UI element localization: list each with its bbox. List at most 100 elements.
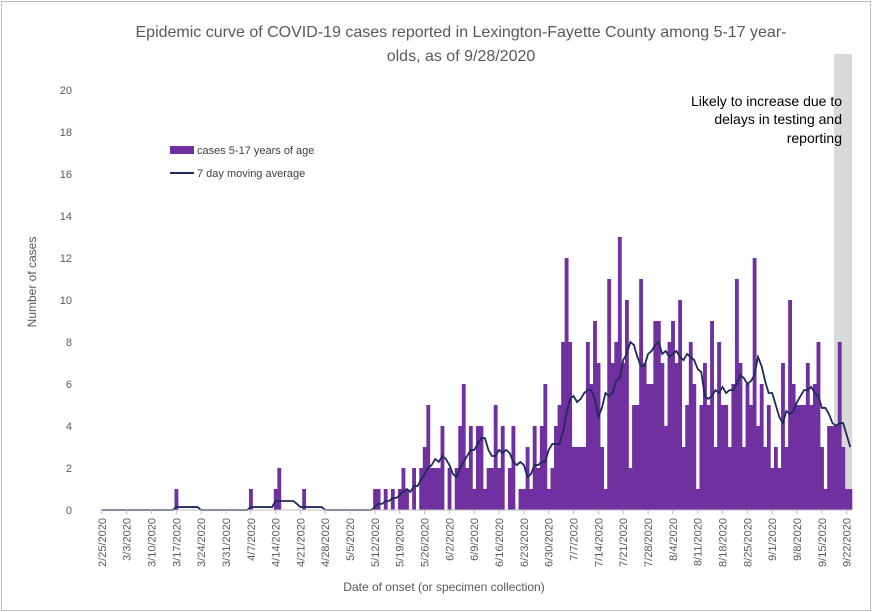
y-axis-ticks: 0 2 4 6 8 10 12 14 16 18 20 [60,85,72,517]
case-bar [561,342,565,510]
y-tick-label: 4 [66,421,72,433]
case-bar [823,489,828,510]
case-bar [405,489,409,510]
case-bar [781,363,785,510]
case-bar [575,447,580,510]
x-axis-label: Date of onset (or specimen collection) [343,580,544,594]
case-bar [600,447,604,510]
case-bar [699,405,704,510]
case-bar [273,489,278,510]
case-bar [720,405,725,510]
case-bar [412,468,416,510]
case-bar [436,468,441,510]
case-bar [742,447,746,510]
case-bar [802,405,807,510]
case-bar [649,384,654,510]
y-tick-label: 2 [66,463,72,475]
case-bar [433,468,438,510]
case-bar [752,258,757,510]
case-bar [490,468,495,510]
case-bar [472,489,477,510]
y-tick-label: 0 [66,505,72,517]
case-bar [493,405,498,510]
case-bar [522,489,526,510]
case-bar [557,405,562,510]
case-bar [805,363,810,510]
case-bar [678,300,683,510]
case-bar [664,426,668,510]
case-bar [660,363,665,510]
case-bar [791,384,796,510]
case-bar [596,363,601,510]
case-bar [624,300,629,510]
case-bar [642,363,647,510]
y-tick-label: 20 [60,85,72,97]
case-bar [734,279,739,510]
case-bar [688,342,693,510]
case-bar [497,468,502,510]
case-bar [589,384,594,510]
case-bar [681,447,686,510]
x-tick-label: 4/28/2020 [320,518,332,567]
case-bar [543,384,548,510]
case-bar [798,405,803,510]
x-tick-label: 8/4/2020 [668,518,680,561]
case-bar [674,363,679,510]
case-bar [763,447,768,510]
case-bar [610,363,615,510]
case-bar [685,405,690,510]
case-bar [695,489,700,510]
x-tick-label: 7/21/2020 [618,518,630,567]
x-tick-label: 9/22/2020 [842,518,854,567]
x-tick-label: 5/26/2020 [420,518,432,567]
x-tick-label: 9/15/2020 [817,518,829,567]
case-bar [585,342,590,510]
y-tick-label: 6 [66,379,72,391]
x-tick-label: 3/10/2020 [146,518,158,567]
case-bar [518,489,523,510]
case-bar [710,321,714,510]
case-bar [731,384,736,510]
case-bar [717,342,722,510]
case-bar [820,447,824,510]
annotation-line3: reporting [787,130,842,146]
x-tick-label: 4/21/2020 [295,518,307,567]
x-tick-label: 6/9/2020 [469,518,481,561]
case-bar [429,468,434,510]
case-bar [841,447,846,510]
case-bar [628,468,633,510]
case-bar [809,405,814,510]
case-bar [507,468,512,510]
case-bar [812,384,817,510]
case-bar [468,426,473,510]
legend-bar-swatch [170,146,194,154]
case-bar [546,489,551,510]
x-tick-label: 5/12/2020 [370,518,382,567]
legend-bar-label: cases 5-17 years of age [197,145,314,157]
case-bar [703,363,707,510]
case-bar [174,489,179,510]
case-bar [447,468,452,510]
x-tick-label: 3/24/2020 [196,518,208,567]
case-bar [727,447,732,510]
x-tick-label: 6/30/2020 [544,518,556,567]
annotation-line2: delays in testing and [714,111,842,127]
case-bar [830,426,835,510]
case-bar [827,426,832,510]
case-bar [511,426,516,510]
case-bar [738,363,743,510]
case-bar [639,279,644,510]
x-axis-ticks: 2/25/2020 3/3/2020 3/10/2020 3/17/2020 3/24/… [97,510,854,567]
case-bar [667,342,672,510]
case-bar [692,384,697,510]
case-bar [713,447,718,510]
x-tick-label: 4/7/2020 [246,518,258,561]
case-bar [525,447,530,510]
case-bar [376,489,381,510]
case-bar [614,342,619,510]
case-bar [706,405,711,510]
y-tick-label: 14 [60,211,72,223]
x-tick-label: 7/7/2020 [569,518,581,561]
x-tick-label: 5/5/2020 [345,518,357,561]
case-bar [816,342,821,510]
